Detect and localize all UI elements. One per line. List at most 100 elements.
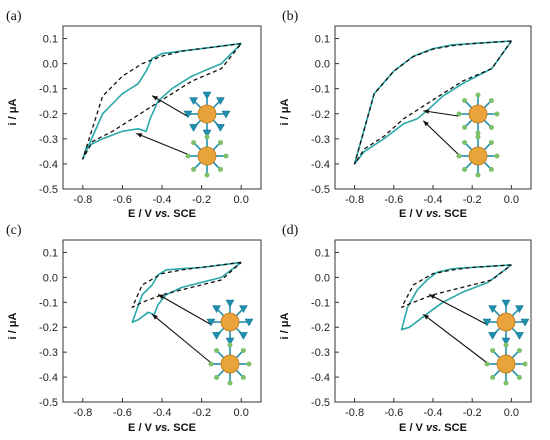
y-axis-title: i / μA <box>7 98 19 125</box>
y-tick-label: -0.5 <box>39 184 58 196</box>
ligand-chain <box>511 351 519 359</box>
ligand-chain <box>465 143 473 151</box>
ligand-chain <box>194 143 202 151</box>
cyclodextrin-icon <box>482 318 492 327</box>
guest-icon <box>494 111 500 117</box>
ligand-chain <box>511 369 519 377</box>
arrow-head-icon <box>423 120 429 127</box>
guest-icon <box>214 374 220 380</box>
cyclodextrin-icon <box>501 299 511 308</box>
guest-icon <box>227 380 233 386</box>
y-tick-label: -0.1 <box>311 297 330 309</box>
y-tick-label: -0.4 <box>311 159 330 171</box>
guest-icon <box>516 374 522 380</box>
ligand-chain <box>235 351 243 359</box>
y-tick-label: -0.4 <box>39 159 58 171</box>
guest-icon <box>462 124 468 130</box>
x-tick-label: -0.4 <box>153 194 172 206</box>
cyclodextrin-icon <box>515 332 524 340</box>
guest-icon <box>462 140 468 146</box>
cyclodextrin-icon <box>202 129 212 138</box>
guest-icon <box>503 380 509 386</box>
arrow-head-icon <box>152 314 158 320</box>
guest-icon <box>227 342 233 348</box>
y-tick-label: -0.2 <box>39 109 58 121</box>
plot-frame <box>334 25 532 190</box>
y-axis-title: i / μA <box>7 312 19 339</box>
ligand-chain <box>217 309 225 317</box>
x-tick-label: -0.8 <box>345 407 364 419</box>
ligand-chain <box>483 101 491 109</box>
guest-icon <box>456 153 462 159</box>
ligand-chain <box>212 101 220 109</box>
y-tick-label: 0.1 <box>315 247 330 259</box>
y-tick-label: 0.1 <box>43 34 58 46</box>
y-tick-label: -0.4 <box>311 372 330 384</box>
ligand-chain <box>493 309 501 317</box>
ligand-chain <box>217 351 225 359</box>
y-tick-label: -0.5 <box>311 184 330 196</box>
x-tick-label: -0.6 <box>384 407 403 419</box>
ligand-chain <box>217 369 225 377</box>
nanoparticle-illustration <box>484 342 528 386</box>
y-tick-label: -0.1 <box>311 84 330 96</box>
pointer-arrow <box>422 120 459 155</box>
ligand-chain <box>483 119 491 127</box>
y-tick-label: 0.0 <box>43 59 58 71</box>
nanoparticle-illustration <box>208 342 252 386</box>
arrow-head-icon <box>158 294 165 300</box>
cyclodextrin-icon <box>216 124 225 132</box>
cv-curve-dashed <box>400 264 512 308</box>
y-tick-label: -0.2 <box>311 322 330 334</box>
cyclodextrin-icon <box>189 97 198 106</box>
cv-panel-c: (c) 0.1 0.0 -0.1 -0.2 -0.3 -0.4 -0.5 -0.8 -0.6 -0.… <box>6 223 262 434</box>
ligand-chain <box>493 369 501 377</box>
ligand-chain <box>235 309 243 317</box>
gold-core-icon <box>220 312 240 332</box>
arrow-head-icon <box>429 294 436 299</box>
pointer-arrow <box>157 293 211 325</box>
panel-label: (b) <box>282 9 299 24</box>
cv-curve-dashed <box>131 261 242 308</box>
y-tick-label: 0.1 <box>315 34 330 46</box>
arrow-head-icon <box>152 95 159 101</box>
x-tick-label: -0.4 <box>153 407 172 419</box>
ligand-chain <box>465 119 473 127</box>
x-tick-label: -0.4 <box>424 194 443 206</box>
guest-icon <box>240 374 246 380</box>
guest-icon <box>204 134 210 140</box>
x-axis-title: E / V vs. SCE <box>128 208 196 220</box>
guest-icon <box>522 361 528 367</box>
gold-core-icon <box>220 354 240 374</box>
x-tick-label: 0.0 <box>504 407 519 419</box>
x-axis-title: E / V vs. SCE <box>399 208 467 220</box>
pointer-arrow <box>151 313 211 363</box>
pointer-arrow <box>423 110 459 117</box>
ligand-chain <box>235 369 243 377</box>
cyclodextrin-icon <box>216 97 225 106</box>
ligand-chain <box>511 309 519 317</box>
guest-icon <box>488 166 494 172</box>
guest-icon <box>456 111 462 117</box>
guest-icon <box>223 153 229 159</box>
x-tick-label: 0.0 <box>504 194 519 206</box>
guest-icon <box>488 124 494 130</box>
guest-icon <box>516 348 522 354</box>
guest-icon <box>208 361 214 367</box>
x-tick-label: -0.6 <box>113 407 132 419</box>
nanoparticle-illustration <box>185 134 229 178</box>
y-tick-label: -0.1 <box>39 297 58 309</box>
gold-core-icon <box>468 104 488 124</box>
cv-curve-dashed <box>82 42 242 160</box>
panel-label: (d) <box>282 223 299 238</box>
pointer-arrow <box>151 95 188 117</box>
ligand-chain <box>194 101 202 109</box>
y-tick-label: -0.3 <box>39 347 58 359</box>
ligand-chain <box>493 351 501 359</box>
ligand-chain <box>194 161 202 169</box>
cv-curve-dashed <box>353 40 512 165</box>
cyclodextrin-icon <box>488 332 497 340</box>
plot-frame <box>62 25 262 190</box>
arrow-head-icon <box>423 314 430 320</box>
